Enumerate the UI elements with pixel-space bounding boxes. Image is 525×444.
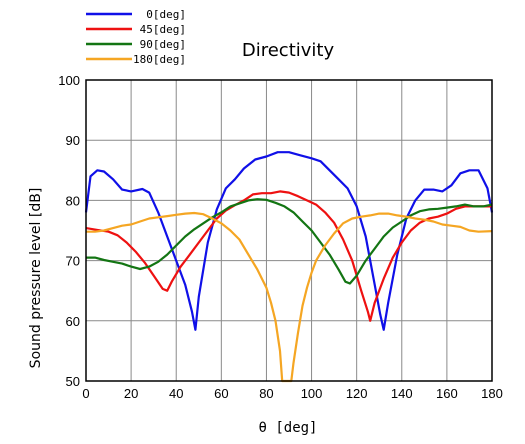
x-tick-labels: 0 20 40 60 80 100 120 140 160 180 <box>82 386 502 401</box>
y-tick-labels: 50 60 70 80 90 100 <box>58 73 80 389</box>
x-tick-label: 100 <box>301 386 323 401</box>
series-line-3 <box>86 211 493 383</box>
x-tick-label: 40 <box>169 386 183 401</box>
x-tick-label: 160 <box>436 386 458 401</box>
series-line-1 <box>85 190 492 322</box>
x-tick-label: 20 <box>124 386 138 401</box>
x-tick-label: 180 <box>481 386 503 401</box>
y-tick-label: 100 <box>58 73 80 88</box>
grid <box>85 79 493 382</box>
legend-label-2: 90[deg] <box>140 38 186 51</box>
y-tick-label: 80 <box>66 193 80 208</box>
series-lines <box>84 151 494 383</box>
x-tick-label: 0 <box>82 386 89 401</box>
series-line-2 <box>86 198 493 285</box>
legend-label-3: 180[deg] <box>133 53 186 66</box>
legend-label-0: 0[deg] <box>146 8 186 21</box>
plot-frame <box>85 79 493 382</box>
x-tick-label: 120 <box>346 386 368 401</box>
x-tick-label: 80 <box>259 386 273 401</box>
y-tick-label: 90 <box>66 133 80 148</box>
y-tick-label: 70 <box>66 254 80 269</box>
x-axis-label: θ [deg] <box>258 420 317 436</box>
legend: 0[deg] 45[deg] 90[deg] 180[deg] <box>86 8 186 66</box>
chart-title: Directivity <box>242 40 335 61</box>
y-tick-label: 50 <box>66 374 80 389</box>
series-line-0 <box>84 151 494 331</box>
y-axis-label: Sound pressure level [dB] <box>28 188 44 369</box>
x-tick-label: 60 <box>214 386 228 401</box>
legend-label-1: 45[deg] <box>140 23 186 36</box>
y-tick-label: 60 <box>66 314 80 329</box>
x-tick-label: 140 <box>391 386 413 401</box>
